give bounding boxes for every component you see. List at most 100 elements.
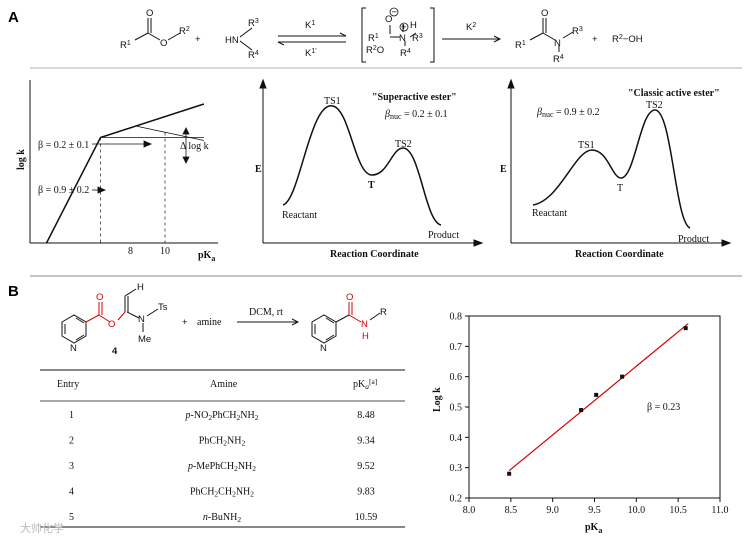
bronsted-plot: β = 0.2 ± 0.1 β = 0.9 ± 0.2 Δ log k log … [16,80,218,263]
profile2-axes [507,78,732,247]
intermediate-o-minus: O [385,14,392,25]
profile2-curve [532,109,691,229]
bronsted-xlabel: pKa [198,250,215,263]
table-cell-entry: 3 [69,461,74,472]
table-cell-pka: 8.48 [357,410,375,421]
watermark-text: 大帅化学 [20,521,64,535]
bronsted-axes [29,80,218,244]
reagent-n: N [138,314,145,325]
product-n: N [361,319,368,330]
svg-text:−: − [392,7,398,18]
table-cell-entry: 5 [69,512,74,523]
bronsted-extrapolation [135,125,204,141]
reagent-carbonyl-o: O [96,292,103,303]
reaction-arrow [237,318,300,326]
scatter-frame [468,315,721,499]
profile1-axes [259,78,484,247]
x-tick-label: 10.0 [628,505,646,516]
product-o: O [346,292,353,303]
scheme-alcohol: R2−OH [612,34,643,45]
reagent-ester-o: O [108,319,115,330]
x-tick-label: 9.0 [546,505,559,516]
profile2-ylabel: E [500,164,507,175]
profile2-beta: βnuc = 0.9 ± 0.2 [536,107,600,119]
table-cell-entry: 2 [69,436,74,447]
x-tick-label: 8.5 [505,505,518,516]
table-header-amine: Amine [210,379,238,390]
reagent-label-4: 4 [112,346,118,357]
profile2-title: "Classic active ester" [628,88,720,99]
k1-reverse-label: K1' [305,48,317,59]
x-tick-label: 10.5 [669,505,687,516]
profile1-reactant: Reactant [282,210,317,221]
table-cell-pka: 10.59 [355,512,378,523]
k1-label: K1 [305,20,315,31]
table-row: 3 p-MePhCH2NH2 9.52 [69,461,375,473]
profile2-xlabel: Reaction Coordinate [575,249,664,260]
profile1-xlabel: Reaction Coordinate [330,249,419,260]
table-cell-pka: 9.34 [357,436,375,447]
amide-r1: R1 [515,40,526,51]
reagent-ring-n: N [70,343,77,354]
beta-lower-arrow [92,186,107,194]
table-cell-entry: 4 [69,487,74,498]
profile1-ts1: TS1 [324,96,341,107]
profile2-reactant: Reactant [532,208,567,219]
table-cell-pka: 9.83 [357,487,375,498]
energy-profile-classic: "Classic active ester" βnuc = 0.9 ± 0.2 … [500,78,732,260]
table-header-entry: Entry [57,379,79,390]
intermediate-r3: R3 [412,33,423,44]
reaction-amine: amine [197,317,222,328]
bronsted-tick-10: 10 [160,246,170,257]
table-cell-amine: PhCH2CH2NH2 [190,487,254,499]
amine-r4: R4 [248,50,259,61]
ester-carbonyl-o: O [146,8,153,19]
svg-text:+: + [401,22,407,33]
delta-log-k-label: Δ log k [180,141,209,152]
reagent-me: Me [138,334,151,345]
y-tick-label: 0.7 [450,342,463,353]
table-cell-amine: p-MePhCH2NH2 [187,461,256,473]
intermediate-r1: R1 [368,33,379,44]
data-point [507,471,512,476]
y-tick-label: 0.4 [450,433,463,444]
intermediate-h: H [410,20,417,31]
scheme-plus-1: + [195,34,201,45]
profile2-ts2: TS2 [646,100,663,111]
reaction-conditions: DCM, rt [249,307,283,318]
table-cell-amine: n-BuNH2 [203,512,241,524]
reagent-h: H [137,282,144,293]
table-rows: 1 p-NO2PhCH2NH2 8.48 2 PhCH2NH2 9.34 3 p-MePhCH… [69,410,377,524]
intermediate-n: N [399,33,406,44]
y-tick-label: 0.2 [450,494,463,505]
plus-charge: + [399,22,409,33]
data-point [579,408,584,413]
bronsted-tick-8: 8 [128,246,133,257]
amide-n: N [554,38,561,49]
intermediate-brackets [361,7,435,63]
table-row: 5 n-BuNH2 10.59 [69,512,377,524]
amide-carbonyl-o: O [541,8,548,19]
table-header-pka: pKa[a] [353,377,377,391]
scheme-ester [134,18,181,41]
x-tick-label: 8.0 [463,505,476,516]
amine-r3: R3 [248,18,259,29]
ester-o: O [160,38,167,49]
table-cell-entry: 1 [69,410,74,421]
reagent-4-structure [61,288,159,344]
profile2-t: T [617,183,623,194]
y-tick-label: 0.5 [450,403,463,414]
profile1-ts2: TS2 [395,139,412,150]
beta-upper-arrow [92,140,153,148]
profile1-curve [282,105,442,226]
reaction-plus: + [182,317,188,328]
beta-lower-label: β = 0.9 ± 0.2 [38,185,89,196]
scatter-points [507,326,688,476]
product-h: H [362,331,369,342]
scheme-amine-bonds [239,27,253,51]
y-tick-label: 0.3 [450,463,463,474]
ester-r1: R1 [120,40,131,51]
energy-profile-superactive: "Superactive ester" βnuc = 0.2 ± 0.1 TS1… [255,78,484,260]
